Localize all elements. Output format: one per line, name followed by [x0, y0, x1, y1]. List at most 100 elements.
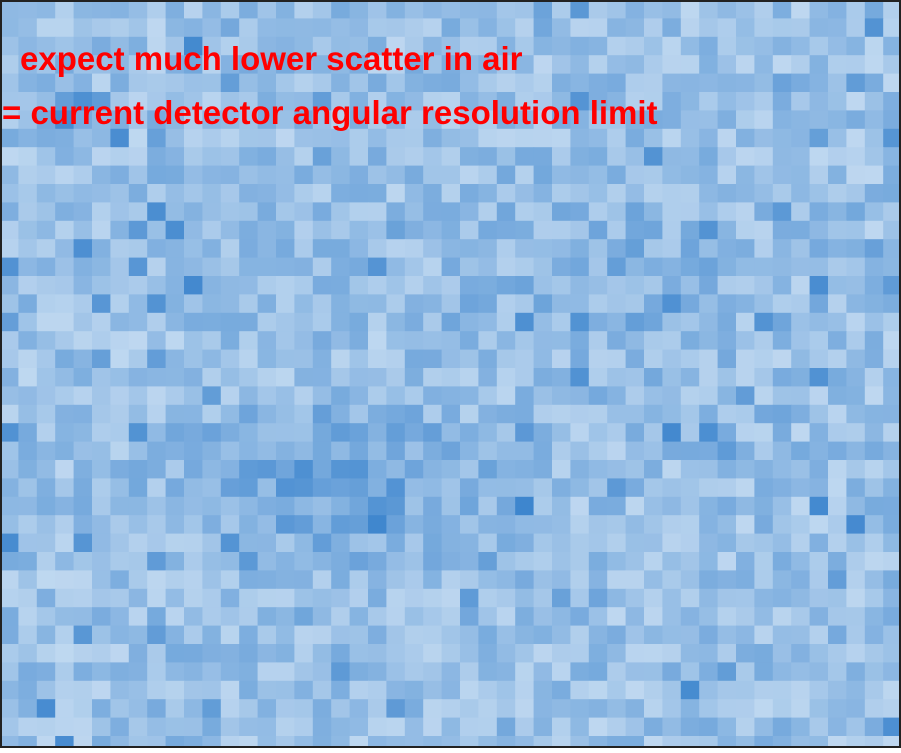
pixel	[18, 0, 37, 19]
pixel	[110, 350, 129, 369]
pixel	[110, 626, 129, 645]
pixel	[92, 331, 111, 350]
pixel	[0, 386, 19, 405]
pixel	[607, 166, 626, 185]
pixel	[589, 662, 608, 681]
pixel	[258, 405, 277, 424]
pixel	[350, 202, 369, 221]
pixel	[497, 662, 516, 681]
pixel	[221, 423, 240, 442]
pixel	[202, 607, 221, 626]
pixel	[423, 626, 442, 645]
pixel	[221, 294, 240, 313]
pixel	[110, 460, 129, 479]
pixel	[718, 0, 737, 19]
pixel	[736, 460, 755, 479]
pixel	[313, 18, 332, 37]
pixel	[644, 313, 663, 332]
pixel	[883, 515, 901, 534]
pixel	[442, 478, 461, 497]
pixel	[478, 497, 497, 516]
pixel	[166, 552, 185, 571]
pixel	[202, 699, 221, 718]
pixel	[202, 276, 221, 295]
pixel	[18, 644, 37, 663]
pixel	[718, 515, 737, 534]
pixel	[92, 607, 111, 626]
pixel	[846, 202, 865, 221]
pixel	[773, 644, 792, 663]
pixel	[644, 184, 663, 203]
pixel	[791, 294, 810, 313]
pixel	[221, 258, 240, 277]
pixel	[662, 405, 681, 424]
pixel	[644, 386, 663, 405]
pixel	[166, 147, 185, 166]
pixel	[681, 607, 700, 626]
annotation-line: = current detector angular resolution li…	[2, 94, 658, 132]
pixel	[644, 534, 663, 553]
pixel	[662, 166, 681, 185]
pixel	[883, 74, 901, 93]
pixel	[350, 147, 369, 166]
pixel	[55, 607, 74, 626]
pixel	[166, 460, 185, 479]
pixel	[147, 699, 166, 718]
pixel	[681, 258, 700, 277]
pixel	[0, 681, 19, 700]
pixel	[110, 442, 129, 461]
pixel	[166, 589, 185, 608]
pixel	[883, 55, 901, 74]
pixel	[662, 258, 681, 277]
pixel	[460, 313, 479, 332]
pixel	[313, 239, 332, 258]
pixel	[810, 166, 829, 185]
pixel	[791, 662, 810, 681]
pixel	[570, 386, 589, 405]
pixel	[239, 166, 258, 185]
pixel	[129, 681, 148, 700]
pixel	[442, 166, 461, 185]
pixel	[699, 515, 718, 534]
pixel	[699, 0, 718, 19]
pixel	[662, 552, 681, 571]
pixel	[736, 368, 755, 387]
pixel	[478, 147, 497, 166]
pixel	[294, 423, 313, 442]
pixel	[773, 18, 792, 37]
pixel	[607, 313, 626, 332]
pixel	[129, 497, 148, 516]
pixel	[662, 515, 681, 534]
pixel	[276, 147, 295, 166]
pixel	[129, 258, 148, 277]
pixel	[828, 147, 847, 166]
pixel	[570, 405, 589, 424]
pixel	[368, 626, 387, 645]
pixel	[589, 644, 608, 663]
pixel	[754, 718, 773, 737]
pixel	[294, 442, 313, 461]
pixel	[276, 221, 295, 240]
pixel	[534, 386, 553, 405]
pixel	[570, 221, 589, 240]
pixel	[276, 166, 295, 185]
pixel	[147, 166, 166, 185]
pixel	[681, 350, 700, 369]
pixel	[736, 55, 755, 74]
pixel	[147, 405, 166, 424]
pixel	[37, 478, 56, 497]
pixel	[221, 0, 240, 19]
pixel	[791, 497, 810, 516]
pixel	[166, 350, 185, 369]
pixel	[644, 221, 663, 240]
pixel	[718, 607, 737, 626]
pixel	[662, 0, 681, 19]
pixel	[644, 55, 663, 74]
pixel	[460, 644, 479, 663]
pixel	[276, 202, 295, 221]
pixel	[865, 478, 884, 497]
pixel	[570, 570, 589, 589]
pixel	[202, 239, 221, 258]
pixel	[552, 18, 571, 37]
pixel	[239, 442, 258, 461]
